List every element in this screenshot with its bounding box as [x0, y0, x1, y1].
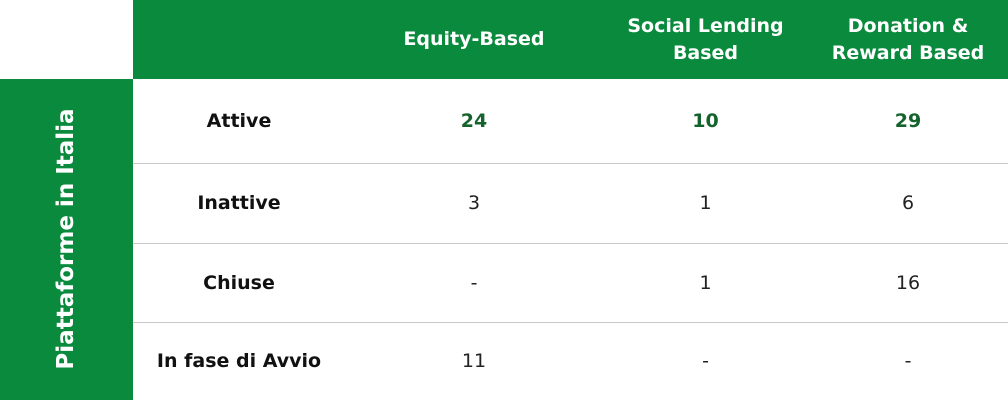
- data-cell: 3: [467, 192, 481, 214]
- header-band: [133, 0, 1008, 79]
- row-separator: [133, 163, 1008, 164]
- row-label: Inattive: [197, 192, 281, 214]
- column-header: Social Lending Based: [627, 14, 784, 64]
- row-label: Chiuse: [203, 271, 275, 294]
- row-label: In fase di Avvio: [156, 350, 322, 372]
- data-cell: 6: [901, 192, 915, 214]
- column-header: Donation & Reward Based: [831, 14, 985, 64]
- data-cell: -: [702, 350, 709, 372]
- data-cell: 1: [699, 192, 712, 214]
- data-cell: -: [470, 271, 478, 294]
- data-cell: 11: [461, 350, 487, 372]
- row-separator: [133, 243, 1008, 244]
- data-cell: 24: [460, 110, 488, 132]
- row-label: Attive: [206, 110, 272, 132]
- data-cell: 10: [692, 110, 719, 132]
- data-cell: 1: [699, 271, 712, 294]
- data-cell: 16: [895, 271, 921, 294]
- column-header: Equity-Based: [403, 28, 545, 50]
- data-cell: -: [904, 350, 912, 372]
- row-separator: [133, 322, 1008, 323]
- side-band: Piattaforme in Italia: [0, 79, 133, 400]
- side-label: Piattaforme in Italia: [53, 108, 79, 370]
- data-cell: 29: [894, 110, 922, 132]
